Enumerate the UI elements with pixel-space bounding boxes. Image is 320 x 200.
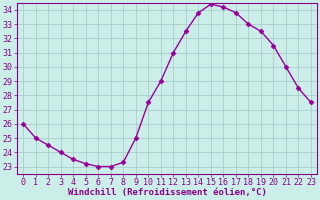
X-axis label: Windchill (Refroidissement éolien,°C): Windchill (Refroidissement éolien,°C) <box>68 188 267 197</box>
